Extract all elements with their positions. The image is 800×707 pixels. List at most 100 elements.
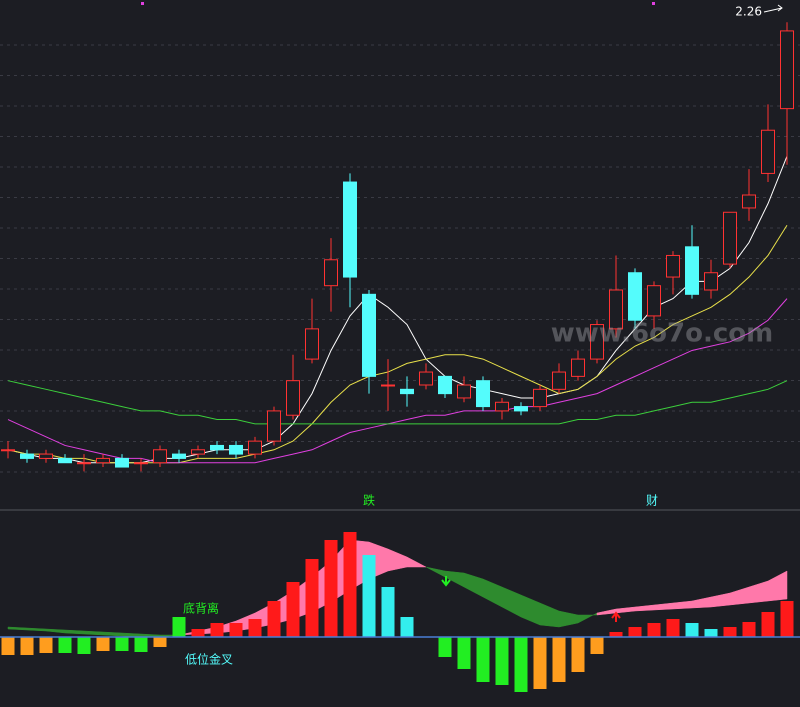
max-price-pointer xyxy=(763,4,783,13)
ribbon-segment xyxy=(7,626,28,631)
ribbon-segment xyxy=(577,612,598,624)
candle-body xyxy=(267,410,281,442)
histogram-bar xyxy=(742,622,756,637)
ribbon-segment xyxy=(539,602,560,628)
histogram-bar xyxy=(647,623,661,637)
ribbon-segment xyxy=(767,570,788,602)
candle-body xyxy=(172,453,186,459)
candle-body xyxy=(628,272,642,321)
ribbon-segment xyxy=(83,630,104,636)
signal-label: 财 xyxy=(646,494,658,508)
ribbon-segment xyxy=(482,578,503,608)
histogram-bar xyxy=(324,540,338,637)
ribbon-segment xyxy=(406,556,427,568)
histogram-bar xyxy=(666,619,680,637)
ribbon-segment xyxy=(26,627,47,632)
histogram-bar xyxy=(248,619,262,637)
histogram-bar xyxy=(191,629,205,637)
candle-body xyxy=(77,462,91,465)
ribbon-segment xyxy=(729,586,750,606)
candle-body xyxy=(324,259,338,287)
candle-body xyxy=(571,358,585,377)
candle-body xyxy=(191,449,205,455)
candle-body xyxy=(400,388,414,395)
histogram-bar xyxy=(685,623,699,637)
annotation: 底背离 xyxy=(183,601,219,616)
ribbon-segment xyxy=(387,548,408,572)
up-arrow xyxy=(611,611,621,622)
histogram-bar xyxy=(58,637,72,653)
marker-dot xyxy=(141,2,144,5)
candle-body xyxy=(590,324,604,360)
ribbon-segment xyxy=(710,592,731,608)
candle-body xyxy=(305,328,319,360)
ribbon-segment xyxy=(425,566,446,578)
candle-body xyxy=(153,449,167,464)
candle-body xyxy=(1,449,15,452)
candle-body xyxy=(229,444,243,455)
candle-body xyxy=(761,129,775,174)
ribbon-segment xyxy=(520,594,541,626)
candle-body xyxy=(476,380,490,408)
candle-body xyxy=(666,254,680,278)
ribbon-segment xyxy=(463,572,484,598)
candle-body xyxy=(723,211,737,265)
histogram-bar xyxy=(305,559,319,637)
histogram-bar xyxy=(286,582,300,637)
histogram-bar xyxy=(476,637,490,682)
ribbon-segment xyxy=(64,629,85,635)
ribbon-segment xyxy=(102,631,123,637)
histogram-bar xyxy=(381,587,395,637)
candle-body xyxy=(419,371,433,386)
ribbon-segment xyxy=(615,606,636,614)
histogram-bar xyxy=(115,637,129,651)
ribbon-segment xyxy=(444,570,465,588)
histogram-bar xyxy=(495,637,509,685)
candle-body xyxy=(495,401,509,412)
candle-body xyxy=(134,462,148,465)
candle-body xyxy=(286,380,300,416)
marks xyxy=(0,22,800,692)
candle-body xyxy=(457,384,471,399)
candle-body xyxy=(704,272,718,291)
histogram-bar xyxy=(362,555,376,637)
histogram-bar xyxy=(267,601,281,637)
moving-average xyxy=(7,380,788,425)
histogram-bar xyxy=(609,632,623,637)
histogram-bar xyxy=(1,637,15,655)
ribbon-segment xyxy=(501,586,522,618)
histogram-bar xyxy=(571,637,585,672)
candle-body xyxy=(58,457,72,464)
ribbon-segment xyxy=(558,610,579,628)
histogram-bar xyxy=(134,637,148,652)
histogram-bar xyxy=(172,617,186,637)
candle-body xyxy=(780,30,794,110)
ribbon-segment xyxy=(672,600,693,610)
candle-body xyxy=(362,293,376,377)
ribbon-segment xyxy=(748,580,769,604)
histogram-bar xyxy=(20,637,34,655)
histogram-bar xyxy=(96,637,110,651)
ribbon-segment xyxy=(691,596,712,609)
candle-body xyxy=(210,444,224,451)
histogram-bar xyxy=(229,623,243,637)
candle-body xyxy=(609,289,623,330)
candle-body xyxy=(343,181,357,278)
max-price-label: 2.26 xyxy=(735,5,762,19)
candle-body xyxy=(381,384,395,387)
histogram-bar xyxy=(704,629,718,637)
moving-average xyxy=(7,298,788,464)
histogram-bar xyxy=(210,623,224,637)
ribbon-segment xyxy=(596,608,617,616)
candle-body xyxy=(742,194,756,209)
ribbon-segment xyxy=(45,628,66,634)
candle-body xyxy=(248,440,262,455)
candle-body xyxy=(438,375,452,395)
ribbon-segment xyxy=(634,604,655,612)
histogram-bar xyxy=(438,637,452,657)
annotation: 低位金叉 xyxy=(185,652,233,667)
candle-body xyxy=(514,406,528,412)
histogram-bar xyxy=(77,637,91,654)
histogram-bar xyxy=(514,637,528,692)
